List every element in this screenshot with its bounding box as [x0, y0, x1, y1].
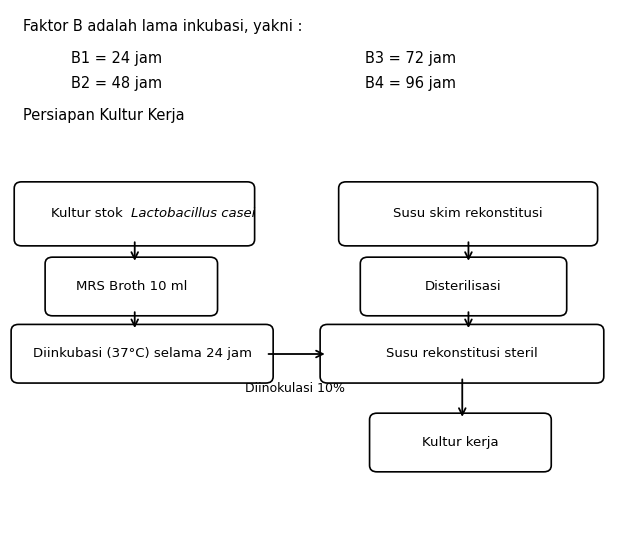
Text: B4 = 96 jam: B4 = 96 jam — [365, 76, 455, 91]
Text: MRS Broth 10 ml: MRS Broth 10 ml — [75, 280, 187, 293]
FancyBboxPatch shape — [14, 182, 255, 246]
FancyBboxPatch shape — [11, 324, 273, 383]
Text: B3 = 72 jam: B3 = 72 jam — [365, 51, 455, 66]
Text: Susu rekonstitusi steril: Susu rekonstitusi steril — [386, 347, 538, 360]
FancyBboxPatch shape — [45, 257, 218, 316]
FancyBboxPatch shape — [339, 182, 598, 246]
FancyBboxPatch shape — [360, 257, 567, 316]
FancyBboxPatch shape — [370, 413, 551, 472]
FancyBboxPatch shape — [320, 324, 604, 383]
Text: Disterilisasi: Disterilisasi — [425, 280, 502, 293]
Text: Kultur kerja: Kultur kerja — [422, 436, 499, 449]
Text: Diinkubasi (37°C) selama 24 jam: Diinkubasi (37°C) selama 24 jam — [33, 347, 252, 360]
Text: Kultur stok: Kultur stok — [51, 207, 131, 221]
Text: Diinokulasi 10%: Diinokulasi 10% — [245, 382, 345, 395]
Text: B1 = 24 jam: B1 = 24 jam — [71, 51, 162, 66]
Text: B2 = 48 jam: B2 = 48 jam — [71, 76, 162, 91]
Text: Persiapan Kultur Kerja: Persiapan Kultur Kerja — [23, 108, 185, 123]
Text: Faktor B adalah lama inkubasi, yakni :: Faktor B adalah lama inkubasi, yakni : — [23, 19, 303, 34]
Text: Susu skim rekonstitusi: Susu skim rekonstitusi — [393, 207, 543, 221]
Text: Lactobacillus casei: Lactobacillus casei — [131, 207, 256, 221]
